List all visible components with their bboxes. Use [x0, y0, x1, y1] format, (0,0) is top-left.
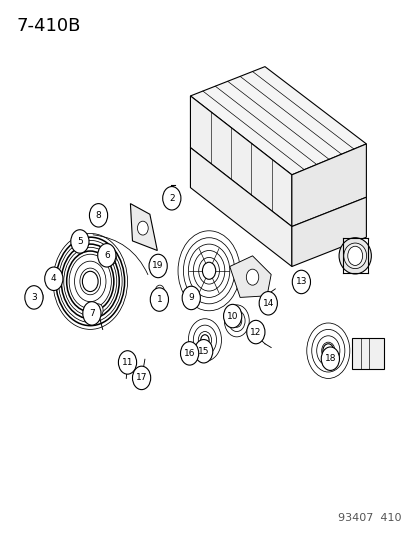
Circle shape — [54, 277, 58, 282]
Text: 15: 15 — [197, 347, 209, 356]
Circle shape — [155, 285, 164, 297]
Text: 9: 9 — [188, 294, 194, 302]
Circle shape — [156, 259, 164, 270]
Text: 12: 12 — [249, 328, 261, 336]
Circle shape — [202, 262, 215, 279]
Circle shape — [259, 292, 277, 315]
Circle shape — [31, 289, 43, 304]
Circle shape — [322, 344, 333, 358]
Text: 93407  410: 93407 410 — [337, 513, 401, 523]
Circle shape — [137, 221, 148, 235]
Circle shape — [182, 286, 200, 310]
Circle shape — [71, 230, 89, 253]
Circle shape — [292, 270, 310, 294]
Text: 10: 10 — [226, 312, 238, 320]
Ellipse shape — [343, 243, 366, 269]
Circle shape — [347, 246, 362, 265]
Text: 16: 16 — [183, 349, 195, 358]
Circle shape — [45, 267, 63, 290]
Text: 3: 3 — [31, 293, 37, 302]
Circle shape — [194, 340, 212, 363]
Text: 17: 17 — [135, 374, 147, 382]
Polygon shape — [291, 144, 366, 227]
Polygon shape — [291, 197, 366, 266]
Circle shape — [223, 304, 241, 328]
Text: 5: 5 — [77, 237, 83, 246]
Circle shape — [261, 295, 271, 308]
Text: 18: 18 — [324, 354, 335, 363]
Text: 6: 6 — [104, 251, 109, 260]
Text: 7-410B: 7-410B — [17, 17, 81, 35]
FancyBboxPatch shape — [351, 338, 383, 369]
Circle shape — [82, 271, 98, 292]
Circle shape — [89, 204, 107, 227]
Circle shape — [149, 254, 167, 278]
Circle shape — [93, 304, 103, 317]
Circle shape — [118, 351, 136, 374]
Text: 13: 13 — [295, 278, 306, 286]
Text: 14: 14 — [262, 299, 273, 308]
Circle shape — [246, 269, 258, 285]
Circle shape — [132, 366, 150, 390]
Circle shape — [105, 251, 116, 265]
Polygon shape — [190, 96, 291, 227]
Circle shape — [83, 302, 101, 325]
Polygon shape — [190, 67, 366, 175]
Text: 8: 8 — [95, 211, 101, 220]
Circle shape — [320, 347, 339, 370]
Circle shape — [200, 335, 209, 345]
Ellipse shape — [338, 238, 370, 274]
Polygon shape — [130, 204, 157, 251]
Text: 4: 4 — [51, 274, 57, 283]
Circle shape — [123, 356, 131, 367]
Circle shape — [162, 187, 180, 210]
Circle shape — [50, 273, 61, 287]
Circle shape — [109, 255, 113, 261]
Text: 1: 1 — [156, 295, 162, 304]
Circle shape — [138, 369, 146, 379]
Polygon shape — [229, 256, 271, 297]
Text: 7: 7 — [89, 309, 95, 318]
Circle shape — [180, 342, 198, 365]
Text: 2: 2 — [169, 194, 174, 203]
Circle shape — [25, 286, 43, 309]
Polygon shape — [190, 148, 291, 266]
Circle shape — [250, 323, 260, 336]
Circle shape — [150, 288, 168, 311]
Text: 19: 19 — [152, 262, 164, 270]
Text: 11: 11 — [121, 358, 133, 367]
Circle shape — [246, 320, 264, 344]
Circle shape — [97, 244, 116, 267]
Circle shape — [169, 196, 177, 207]
